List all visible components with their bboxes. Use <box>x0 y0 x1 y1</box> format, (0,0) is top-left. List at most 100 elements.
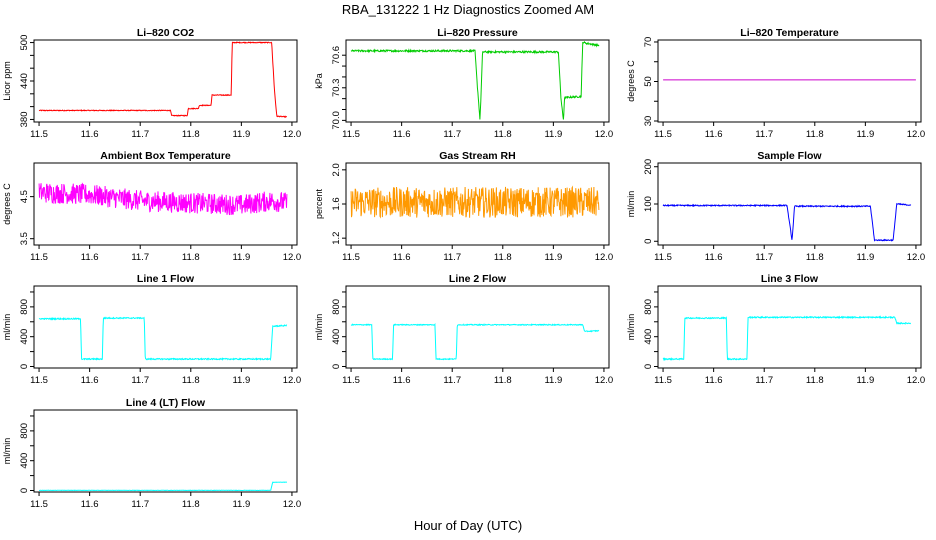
x-tick-label: 11.8 <box>494 375 512 386</box>
panel-title: Ambient Box Temperature <box>100 150 231 162</box>
x-tick-label: 11.5 <box>342 375 360 386</box>
chart-panel-10: Line 4 (LT) Flow 11.5 11.6 11.7 11.8 11.9 12.0… <box>2 397 301 510</box>
x-tick-label: 12.0 <box>283 375 302 386</box>
y-tick-label: 4.5 <box>19 190 30 203</box>
x-tick-label: 11.9 <box>544 129 562 140</box>
x-tick-label: 11.8 <box>806 252 824 263</box>
plot-frame <box>33 285 298 369</box>
y-tick-label: 1.2 <box>331 232 342 245</box>
y-tick-label: 2.0 <box>331 163 342 176</box>
x-tick-label: 11.7 <box>131 499 149 510</box>
x-tick-label: 12.0 <box>283 499 302 510</box>
chart-panel-1: Li–820 CO2 11.5 11.6 11.7 11.8 11.9 12.0 380 440… <box>2 27 301 140</box>
x-tick-label: 11.8 <box>182 499 200 510</box>
x-tick-label: 11.5 <box>654 375 672 386</box>
plot-frame <box>33 162 298 246</box>
y-axis-label: ml/min <box>314 314 324 341</box>
y-axis-label: percent <box>314 188 324 219</box>
x-tick-label: 11.6 <box>705 375 723 386</box>
panel-title: Li–820 Pressure <box>437 27 518 39</box>
series-line <box>662 202 912 242</box>
plot-frame <box>33 39 298 123</box>
y-tick-label: 0 <box>643 239 654 244</box>
x-tick-label: 11.6 <box>705 129 723 140</box>
y-tick-label: 800 <box>331 299 342 315</box>
x-tick-label: 11.8 <box>494 129 512 140</box>
y-axis-label: kPa <box>314 73 324 89</box>
series-line <box>38 182 288 216</box>
x-tick-label: 11.7 <box>443 375 461 386</box>
x-tick-label: 12.0 <box>907 375 926 386</box>
y-axis-label: ml/min <box>626 191 636 218</box>
y-tick-label: 30 <box>643 116 654 127</box>
x-tick-label: 11.9 <box>856 129 874 140</box>
x-tick-label: 12.0 <box>595 375 614 386</box>
x-tick-label: 12.0 <box>907 129 926 140</box>
y-tick-label: 500 <box>19 35 30 51</box>
y-tick-label: 1.6 <box>331 197 342 210</box>
x-tick-label: 11.6 <box>393 129 411 140</box>
panel-title: Line 3 Flow <box>761 273 819 285</box>
panel-title: Li–820 Temperature <box>740 27 839 39</box>
y-axis-label: degrees C <box>626 60 636 102</box>
chart-panel-6: Sample Flow 11.5 11.6 11.7 11.8 11.9 12.0 0 100 2… <box>626 150 925 263</box>
y-tick-label: 380 <box>19 112 30 128</box>
x-tick-label: 11.9 <box>544 252 562 263</box>
series-line <box>350 322 600 361</box>
x-tick-label: 11.6 <box>81 129 99 140</box>
y-tick-label: 200 <box>643 159 654 175</box>
x-tick-label: 11.8 <box>494 252 512 263</box>
y-tick-label: 100 <box>643 196 654 212</box>
chart-panel-7: Line 1 Flow 11.5 11.6 11.7 11.8 11.9 12.0 0 400 8… <box>2 273 301 386</box>
x-tick-label: 11.8 <box>806 129 824 140</box>
plot-frame <box>345 39 610 123</box>
figure-title: RBA_131222 1 Hz Diagnostics Zoomed AM <box>342 2 594 17</box>
panel-title: Gas Stream RH <box>439 150 515 162</box>
series-line <box>38 481 288 492</box>
x-tick-label: 11.5 <box>30 252 48 263</box>
x-tick-label: 11.7 <box>131 375 149 386</box>
panels-group: Li–820 CO2 11.5 11.6 11.7 11.8 11.9 12.0 380 440… <box>2 27 925 510</box>
y-tick-label: 800 <box>19 423 30 439</box>
series-line <box>38 316 288 361</box>
plot-frame <box>657 285 922 369</box>
chart-panel-8: Line 2 Flow 11.5 11.6 11.7 11.8 11.9 12.0 0 400 8… <box>314 273 613 386</box>
y-axis-label: ml/min <box>2 438 12 465</box>
x-tick-label: 11.9 <box>232 129 250 140</box>
x-tick-label: 12.0 <box>283 129 302 140</box>
x-tick-label: 11.8 <box>182 375 200 386</box>
plot-frame <box>657 39 922 123</box>
chart-panel-2: Li–820 Pressure 11.5 11.6 11.7 11.8 11.9 12.0 7… <box>314 27 613 140</box>
panel-title: Line 1 Flow <box>137 273 195 285</box>
plot-frame <box>345 285 610 369</box>
x-tick-label: 11.5 <box>342 129 360 140</box>
y-axis-label: Licor ppm <box>2 61 12 101</box>
y-tick-label: 3.5 <box>19 232 30 245</box>
series-line <box>38 41 287 119</box>
x-tick-label: 11.8 <box>806 375 824 386</box>
x-tick-label: 11.7 <box>131 129 149 140</box>
y-tick-label: 0 <box>19 364 30 369</box>
x-tick-label: 11.8 <box>182 252 200 263</box>
plot-frame <box>657 162 922 246</box>
chart-panel-9: Line 3 Flow 11.5 11.6 11.7 11.8 11.9 12.0 0 400 8… <box>626 273 925 386</box>
panel-title: Sample Flow <box>757 150 822 162</box>
y-tick-label: 0 <box>19 488 30 493</box>
y-tick-label: 0 <box>643 364 654 369</box>
y-tick-label: 800 <box>19 299 30 315</box>
y-tick-label: 400 <box>19 329 30 345</box>
y-axis-label: ml/min <box>2 314 12 341</box>
x-tick-label: 11.6 <box>393 252 411 263</box>
x-tick-label: 11.5 <box>342 252 360 263</box>
plot-frame <box>33 409 298 493</box>
y-tick-label: 400 <box>643 329 654 345</box>
panel-title: Li–820 CO2 <box>137 27 194 39</box>
x-tick-label: 11.9 <box>856 375 874 386</box>
x-tick-label: 12.0 <box>283 252 302 263</box>
panel-title: Line 2 Flow <box>449 273 507 285</box>
x-tick-label: 11.6 <box>81 252 99 263</box>
y-tick-label: 0 <box>331 364 342 369</box>
x-tick-label: 11.7 <box>755 375 773 386</box>
x-tick-label: 11.9 <box>232 499 250 510</box>
